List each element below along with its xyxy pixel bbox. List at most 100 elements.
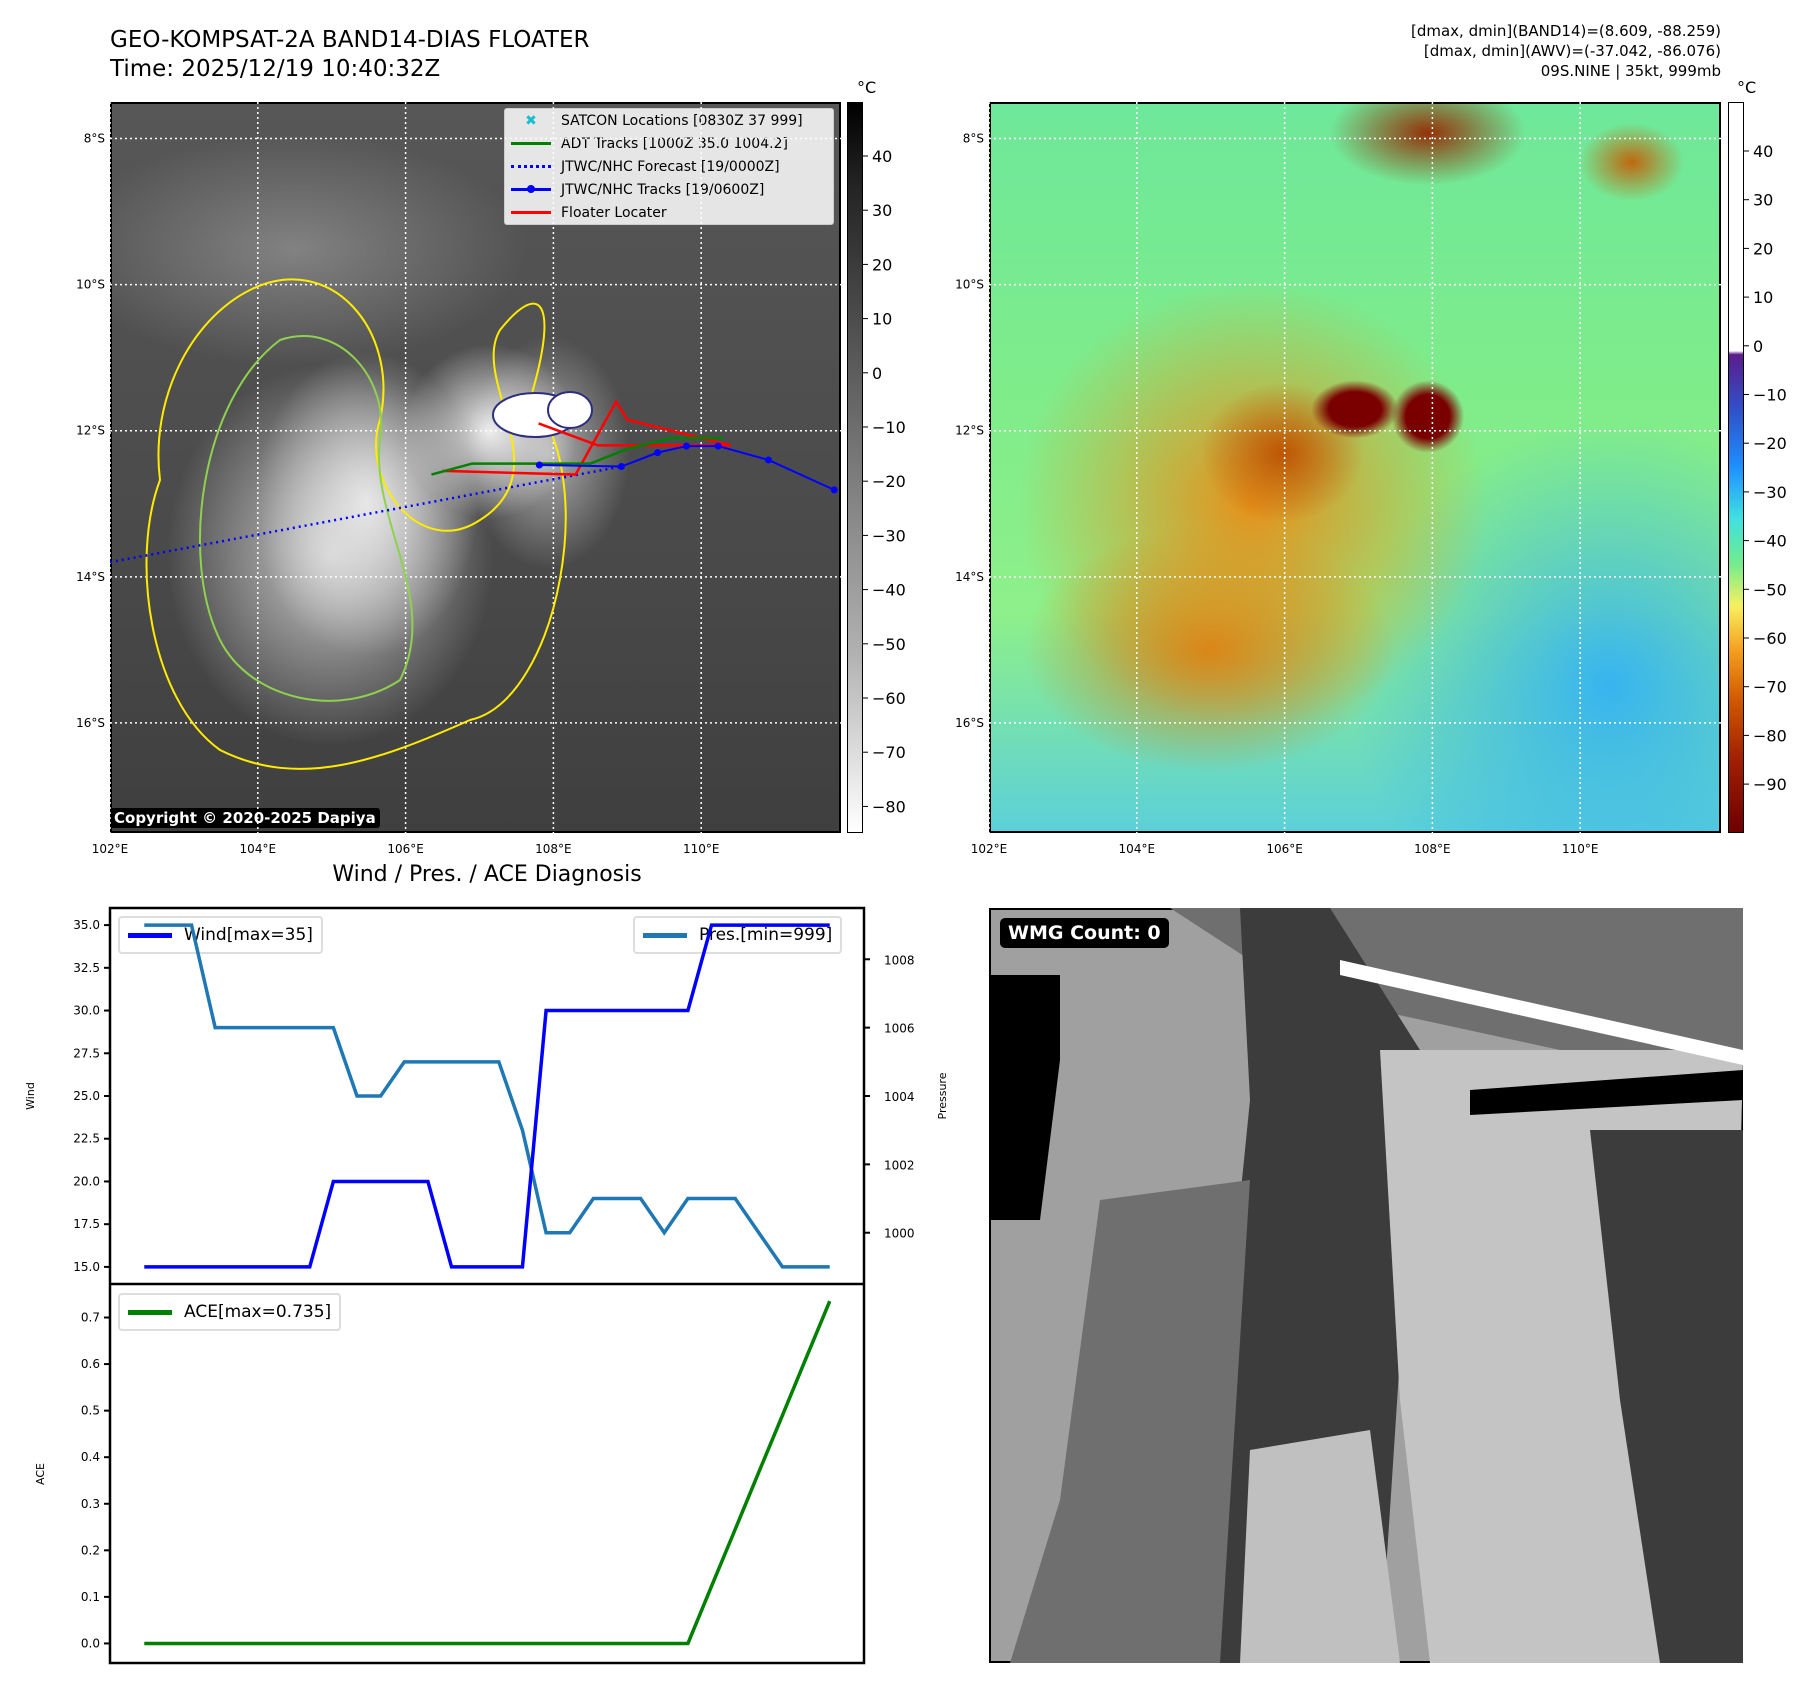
cbar-tick-label: −50 xyxy=(1753,580,1787,599)
ace-legend: ACE[max=0.735] xyxy=(118,1293,342,1331)
wmg-region xyxy=(1240,1430,1400,1663)
legend-label: ACE[max=0.735] xyxy=(184,1302,332,1322)
legend-forecast: JTWC/NHC Forecast [19/0000Z] xyxy=(505,155,833,178)
wmg-region xyxy=(1010,1180,1250,1663)
jtwc-track-point xyxy=(654,449,662,457)
wmg-region xyxy=(1340,960,1743,1065)
wind-tick-label: 22.5 xyxy=(73,1132,100,1146)
pressure-tick-label: 1008 xyxy=(884,953,915,967)
figure-title: GEO-KOMPSAT-2A BAND14-DIAS FLOATER xyxy=(110,27,590,53)
cbar-tick-label: 20 xyxy=(872,255,892,274)
storm-info: 09S.NINE | 35kt, 999mb xyxy=(1540,62,1721,80)
line-icon xyxy=(511,211,551,214)
lat-label: 16°S xyxy=(76,716,105,730)
lat-label: 16°S xyxy=(955,716,984,730)
ace-tick-label: 0.6 xyxy=(81,1357,100,1371)
lat-label: 14°S xyxy=(955,570,984,584)
legend-label: JTWC/NHC Forecast [19/0000Z] xyxy=(561,158,780,175)
cbar-tick-label: −80 xyxy=(872,797,906,816)
adt-track-line xyxy=(431,436,724,476)
ace-tick-label: 0.5 xyxy=(81,1404,100,1418)
cbar-tick-label: −20 xyxy=(872,472,906,491)
legend-label: JTWC/NHC Tracks [19/0600Z] xyxy=(561,181,765,198)
cbar-tick-label: −30 xyxy=(1753,483,1787,502)
cbar-tick-label: −60 xyxy=(872,689,906,708)
cold-cloud-contour xyxy=(547,391,593,429)
lat-label: 10°S xyxy=(76,278,105,292)
pressure-axis-label: Pressure xyxy=(936,1072,949,1119)
ace-axis-label: ACE xyxy=(34,1463,47,1485)
cbar-tick-label: −80 xyxy=(1753,726,1787,745)
cbar-tick-label: −10 xyxy=(872,418,906,437)
cbar-tick-label: 0 xyxy=(872,364,882,383)
legend-adt: ADT Tracks [1000Z 35.0 1004.2] xyxy=(505,132,833,155)
lon-label: 108°E xyxy=(535,842,572,856)
lon-label: 104°E xyxy=(240,842,277,856)
wmg-count-badge: WMG Count: 0 xyxy=(1000,918,1169,948)
lat-label: 12°S xyxy=(955,424,984,438)
ace-tick-label: 0.7 xyxy=(81,1311,100,1325)
cbar-tick-label: 10 xyxy=(872,310,892,329)
legend-floater: Floater Locater xyxy=(505,201,833,224)
lon-label: 102°E xyxy=(971,842,1008,856)
legend-label: SATCON Locations [0830Z 37 999] xyxy=(561,112,803,129)
ace-tick-label: 0.1 xyxy=(81,1590,100,1604)
jtwc-track-line xyxy=(539,445,835,491)
floater-locater-line xyxy=(442,399,732,476)
line-icon xyxy=(128,932,172,938)
cbar-tick-label: 30 xyxy=(872,201,892,220)
pressure-tick-label: 1002 xyxy=(884,1158,915,1172)
cbar-tick-label: −90 xyxy=(1753,775,1787,794)
cbar-tick-label: −30 xyxy=(872,526,906,545)
lon-label: 104°E xyxy=(1119,842,1156,856)
line-icon xyxy=(128,1309,172,1315)
lat-label: 8°S xyxy=(84,132,105,146)
jtwc-track-point xyxy=(714,442,722,450)
wind-tick-label: 20.0 xyxy=(73,1174,100,1188)
jtwc-track-point xyxy=(617,463,625,471)
legend-jtwc: JTWC/NHC Tracks [19/0600Z] xyxy=(505,178,833,201)
cbar-tick-label: −70 xyxy=(1753,678,1787,697)
legend-label: Wind[max=35] xyxy=(184,925,313,945)
cbar-tick-label: −10 xyxy=(1753,386,1787,405)
awv-range: [dmax, dmin](AWV)=(-37.042, -86.076) xyxy=(1423,42,1721,60)
cbar-tick-label: −20 xyxy=(1753,434,1787,453)
wind-tick-label: 15.0 xyxy=(73,1260,100,1274)
wind-tick-label: 25.0 xyxy=(73,1089,100,1103)
contour-line xyxy=(199,335,414,702)
grayscale-colorbar xyxy=(847,102,863,833)
lat-label: 14°S xyxy=(76,570,105,584)
lon-label: 110°E xyxy=(683,842,720,856)
right-cbar-unit: °C xyxy=(1737,78,1757,97)
line-icon xyxy=(511,142,551,145)
ace-line xyxy=(144,1300,832,1646)
lon-label: 108°E xyxy=(1414,842,1451,856)
chart-title: Wind / Pres. / ACE Diagnosis xyxy=(332,862,642,887)
wind-tick-label: 32.5 xyxy=(73,961,100,975)
contour-line xyxy=(145,278,567,770)
jtwc-track-point xyxy=(682,442,690,450)
cbar-tick-label: −40 xyxy=(872,581,906,600)
cbar-tick-label: −60 xyxy=(1753,629,1787,648)
cbar-tick-label: −40 xyxy=(1753,532,1787,551)
line-dot-icon xyxy=(511,185,551,193)
pressure-tick-label: 1004 xyxy=(884,1090,915,1104)
map-legend: ✖ SATCON Locations [0830Z 37 999] ADT Tra… xyxy=(504,108,834,225)
jtwc-track-point xyxy=(535,461,543,469)
cbar-tick-label: 0 xyxy=(1753,337,1763,356)
jtwc-track-point xyxy=(764,456,772,464)
band14-range: [dmax, dmin](BAND14)=(8.609, -88.259) xyxy=(1410,22,1721,40)
x-marker-icon: ✖ xyxy=(525,112,537,129)
cbar-tick-label: 40 xyxy=(872,147,892,166)
lon-label: 102°E xyxy=(92,842,129,856)
lon-label: 106°E xyxy=(387,842,424,856)
cbar-tick-label: 20 xyxy=(1753,239,1773,258)
wmg-region xyxy=(1590,1130,1743,1663)
jtwc-track-point xyxy=(830,486,838,494)
pressure-tick-label: 1000 xyxy=(884,1227,915,1241)
ace-tick-label: 0.4 xyxy=(81,1450,100,1464)
cbar-tick-label: −70 xyxy=(872,743,906,762)
wind-line xyxy=(144,923,830,1269)
figure-time: Time: 2025/12/19 10:40:32Z xyxy=(110,56,441,82)
